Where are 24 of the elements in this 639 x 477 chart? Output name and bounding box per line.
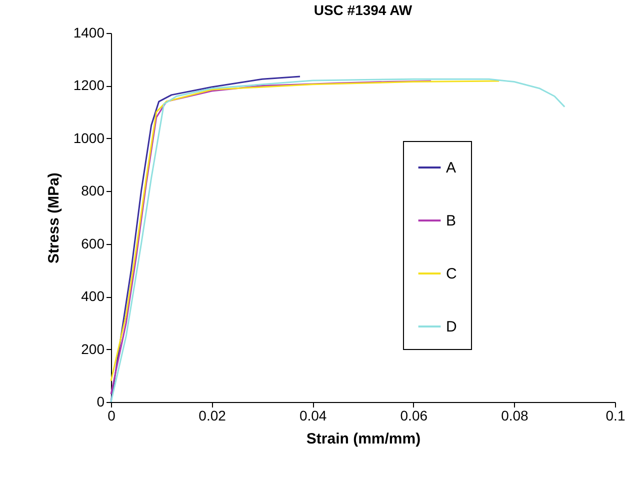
legend-label: D bbox=[446, 318, 457, 336]
line-series bbox=[110, 80, 432, 395]
y-tick-label: 600 bbox=[81, 235, 105, 252]
legend-label: B bbox=[446, 212, 456, 230]
line-series bbox=[110, 80, 500, 382]
y-axis-title: Stress (MPa) bbox=[45, 172, 62, 264]
y-tick-label: 800 bbox=[81, 182, 105, 199]
y-tick-label: 400 bbox=[81, 288, 105, 304]
y-tick-label: 1000 bbox=[73, 130, 105, 146]
y-tick-label: 0 bbox=[96, 394, 105, 410]
chart-title: USC #1394 AW bbox=[314, 2, 413, 18]
x-axis-title: Strain (mm/mm) bbox=[306, 430, 421, 448]
legend-label: C bbox=[446, 266, 457, 282]
x-tick-label: 0.08 bbox=[501, 408, 529, 424]
y-tick-label: 1200 bbox=[73, 77, 105, 94]
y-tick-label: 1400 bbox=[73, 24, 105, 40]
line-series bbox=[110, 78, 566, 403]
x-tick-label: 0.06 bbox=[400, 408, 428, 424]
x-tick-label: 0.1 bbox=[606, 408, 626, 424]
y-tick-label: 200 bbox=[81, 340, 105, 357]
x-tick-label: 0.02 bbox=[198, 408, 226, 424]
x-tick-label: 0.04 bbox=[299, 408, 327, 424]
legend-label: A bbox=[446, 160, 456, 176]
x-tick-label: 0 bbox=[108, 408, 116, 424]
